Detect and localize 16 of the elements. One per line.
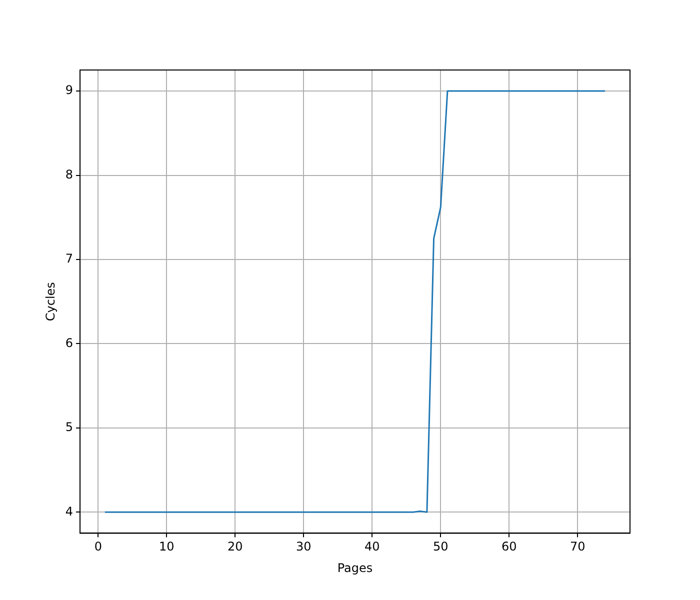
x-tick-label: 50 (432, 540, 448, 554)
y-tick-label: 4 (65, 504, 74, 518)
y-axis-title: Cycles (43, 282, 58, 322)
x-tick-label: 20 (228, 540, 243, 554)
x-tick-label: 70 (570, 540, 586, 554)
x-axis-title: Pages (337, 560, 373, 575)
y-tick-label: 8 (65, 167, 74, 182)
y-tick-label: 9 (65, 83, 74, 98)
x-tick-label: 0 (94, 540, 102, 554)
y-tick-label: 7 (65, 252, 74, 266)
x-tick-label: 40 (364, 540, 380, 554)
x-tick-label: 10 (159, 540, 174, 554)
x-tick-label: 60 (501, 540, 517, 554)
y-tick-label: 6 (65, 336, 74, 350)
y-tick-label: 5 (65, 420, 74, 434)
x-tick-label: 30 (296, 540, 312, 554)
